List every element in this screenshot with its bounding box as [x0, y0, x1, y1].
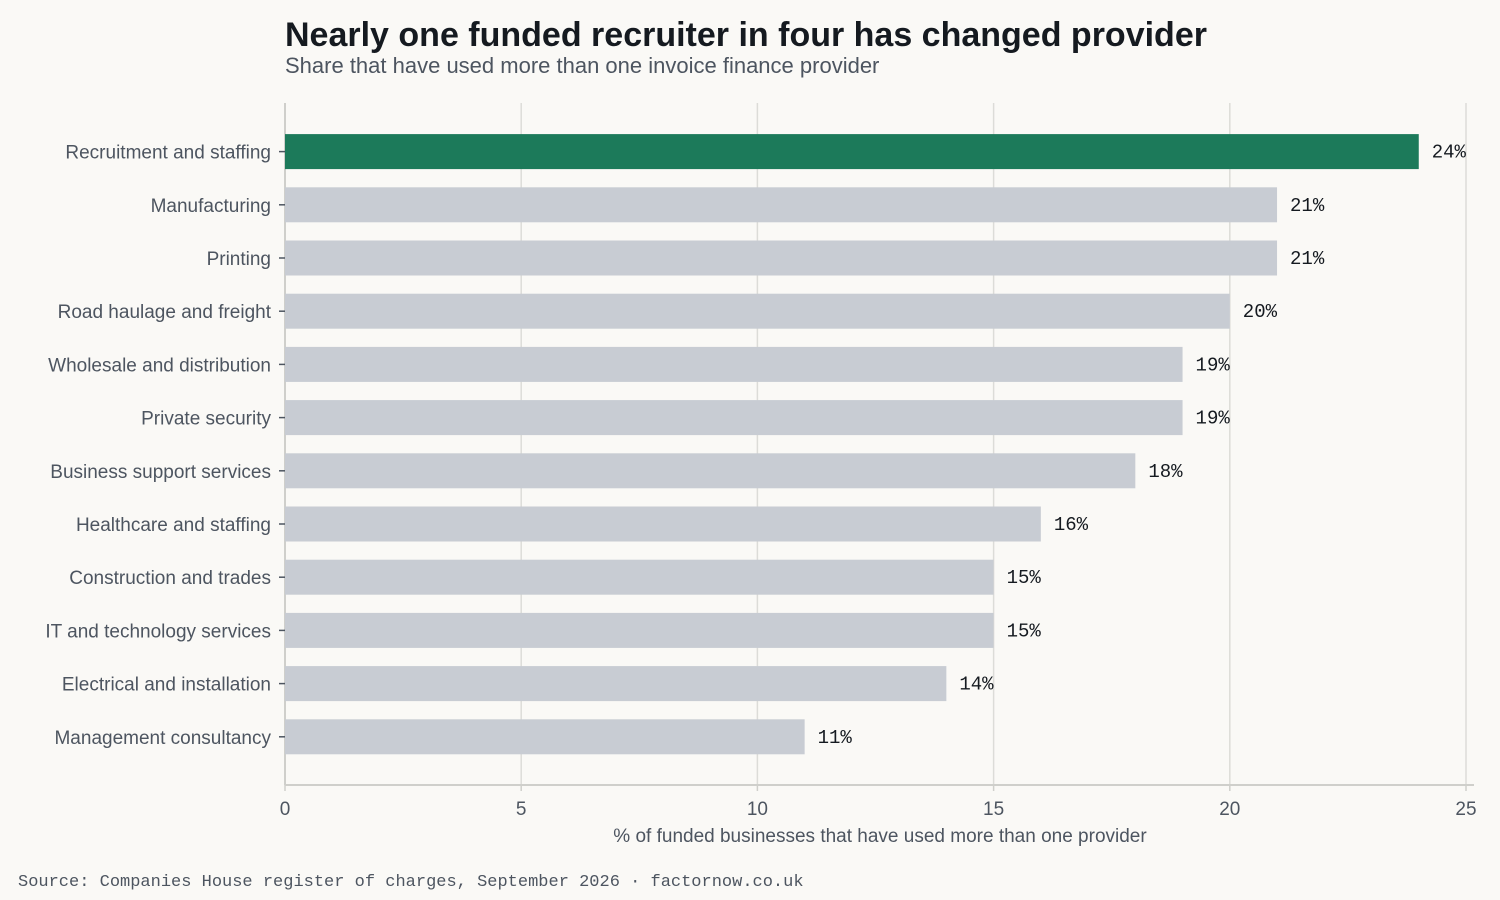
value-label: 19% — [1196, 354, 1231, 376]
category-label: Wholesale and distribution — [48, 355, 271, 376]
bar — [285, 400, 1183, 436]
source-note: Source: Companies House register of char… — [18, 873, 804, 892]
bars — [285, 134, 1419, 755]
value-label: 11% — [818, 727, 853, 749]
x-tick-label: 10 — [747, 799, 768, 820]
chart-title: Nearly one funded recruiter in four has … — [285, 16, 1207, 54]
x-tick-label: 0 — [280, 799, 291, 820]
category-label: Printing — [207, 249, 271, 270]
bar — [285, 666, 947, 702]
value-label: 21% — [1290, 195, 1325, 217]
bar-highlight — [285, 134, 1419, 170]
labels: 0 5 10 15 20 25 Recruitment and staffing 24% Man… — [45, 142, 1476, 820]
bar — [285, 187, 1278, 223]
x-tick-label: 20 — [1219, 799, 1240, 820]
category-label: Healthcare and staffing — [76, 515, 271, 536]
category-label: Recruitment and staffing — [65, 143, 271, 164]
category-label: Electrical and installation — [62, 675, 271, 696]
x-tick-label: 5 — [516, 799, 527, 820]
bar — [285, 240, 1278, 276]
value-label: 20% — [1243, 301, 1278, 323]
category-label: Manufacturing — [151, 196, 271, 217]
value-label: 16% — [1054, 514, 1089, 536]
bar — [285, 506, 1041, 542]
bar — [285, 719, 805, 755]
value-label: 15% — [1007, 620, 1042, 642]
value-label: 24% — [1432, 142, 1467, 164]
bar — [285, 559, 994, 595]
category-label: IT and technology services — [45, 621, 271, 642]
bar — [285, 453, 1136, 489]
x-axis-title: % of funded businesses that have used mo… — [613, 826, 1147, 847]
value-label: 21% — [1290, 248, 1325, 270]
category-label: Management consultancy — [54, 728, 271, 749]
category-label: Business support services — [50, 462, 271, 483]
bar — [285, 612, 994, 648]
x-tick-label: 15 — [983, 799, 1004, 820]
value-label: 15% — [1007, 567, 1042, 589]
value-label: 19% — [1196, 408, 1231, 430]
value-label: 18% — [1148, 461, 1183, 483]
category-label: Road haulage and freight — [58, 302, 272, 323]
bar — [285, 293, 1230, 329]
x-tick-label: 25 — [1455, 799, 1476, 820]
chart-subtitle: Share that have used more than one invoi… — [285, 53, 880, 78]
category-label: Private security — [141, 409, 271, 430]
category-label: Construction and trades — [69, 568, 271, 589]
value-label: 14% — [959, 674, 994, 696]
bar — [285, 346, 1183, 382]
